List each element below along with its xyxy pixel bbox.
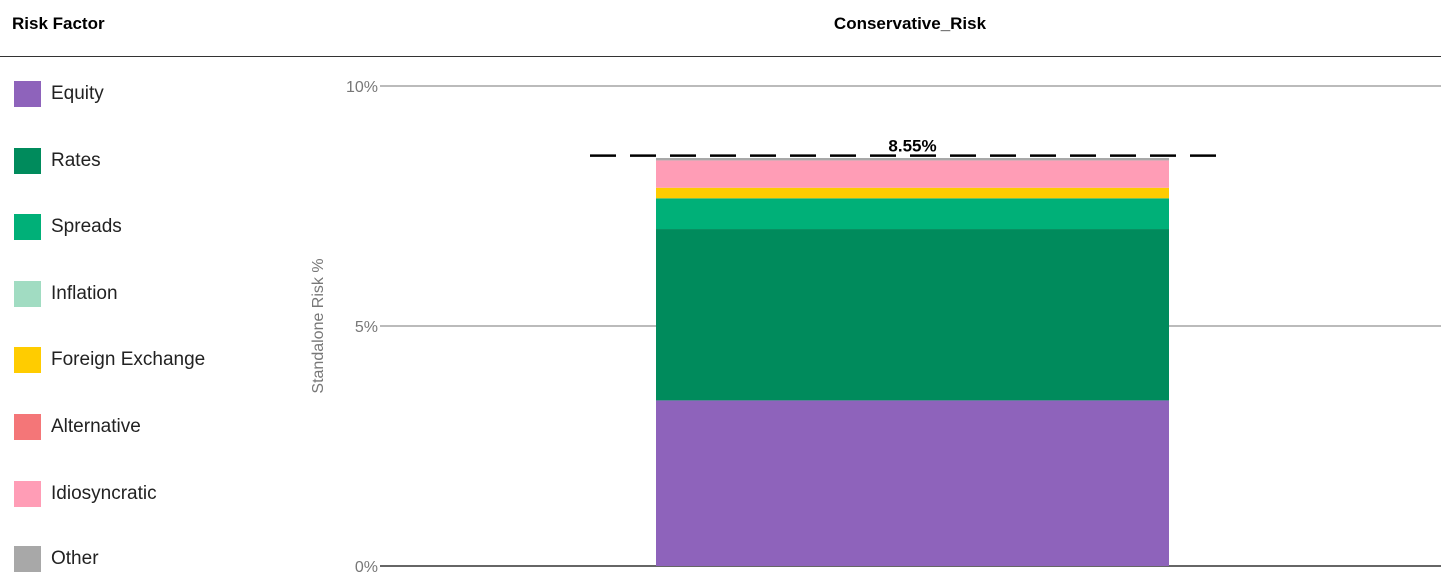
legend-swatch-other: [14, 546, 41, 572]
legend-label: Rates: [51, 150, 101, 171]
chart-title: Conservative_Risk: [833, 14, 987, 33]
legend-label: Alternative: [51, 416, 141, 437]
legend-item-alternative[interactable]: Alternative: [14, 414, 141, 440]
legend-swatch-rates: [14, 148, 41, 174]
legend-swatch-equity: [14, 81, 41, 107]
legend-swatch-alternative: [14, 414, 41, 440]
legend-label: Other: [51, 548, 99, 569]
legend-label: Equity: [51, 83, 104, 104]
y-tick-label: 0%: [355, 559, 378, 573]
legend-swatch-foreign-exchange: [14, 347, 41, 373]
total-value-label: 8.55%: [888, 137, 936, 156]
legend-title: Risk Factor: [12, 14, 105, 33]
y-axis-label: Standalone Risk %: [310, 258, 327, 393]
legend-item-foreign-exchange[interactable]: Foreign Exchange: [14, 347, 205, 373]
legend-swatch-spreads: [14, 214, 41, 240]
stacked-bar: [656, 158, 1169, 566]
legend-item-other[interactable]: Other: [14, 546, 99, 572]
bar-segment-other[interactable]: [656, 158, 1169, 161]
legend-label: Inflation: [51, 283, 118, 304]
y-tick-label: 5%: [355, 319, 378, 336]
legend-swatch-inflation: [14, 281, 41, 307]
bar-segment-rates[interactable]: [656, 229, 1169, 401]
bar-segment-foreign-exchange[interactable]: [656, 187, 1169, 199]
legend-item-rates[interactable]: Rates: [14, 148, 101, 174]
legend-item-inflation[interactable]: Inflation: [14, 281, 118, 307]
legend-swatch-idiosyncratic: [14, 481, 41, 507]
header-divider: [0, 56, 1441, 57]
y-axis-ticks: 0% 5% 10%: [346, 79, 378, 573]
legend-label: Foreign Exchange: [51, 349, 206, 370]
legend-item-spreads[interactable]: Spreads: [14, 214, 122, 240]
legend-item-equity[interactable]: Equity: [14, 81, 104, 107]
y-tick-label: 10%: [346, 79, 378, 96]
bar-segment-equity[interactable]: [656, 400, 1169, 566]
legend-label: Spreads: [51, 216, 122, 237]
legend-item-idiosyncratic[interactable]: Idiosyncratic: [14, 481, 157, 507]
bar-segment-spreads[interactable]: [656, 198, 1169, 230]
legend-label: Idiosyncratic: [51, 483, 157, 504]
bar-segment-idiosyncratic[interactable]: [656, 160, 1169, 188]
